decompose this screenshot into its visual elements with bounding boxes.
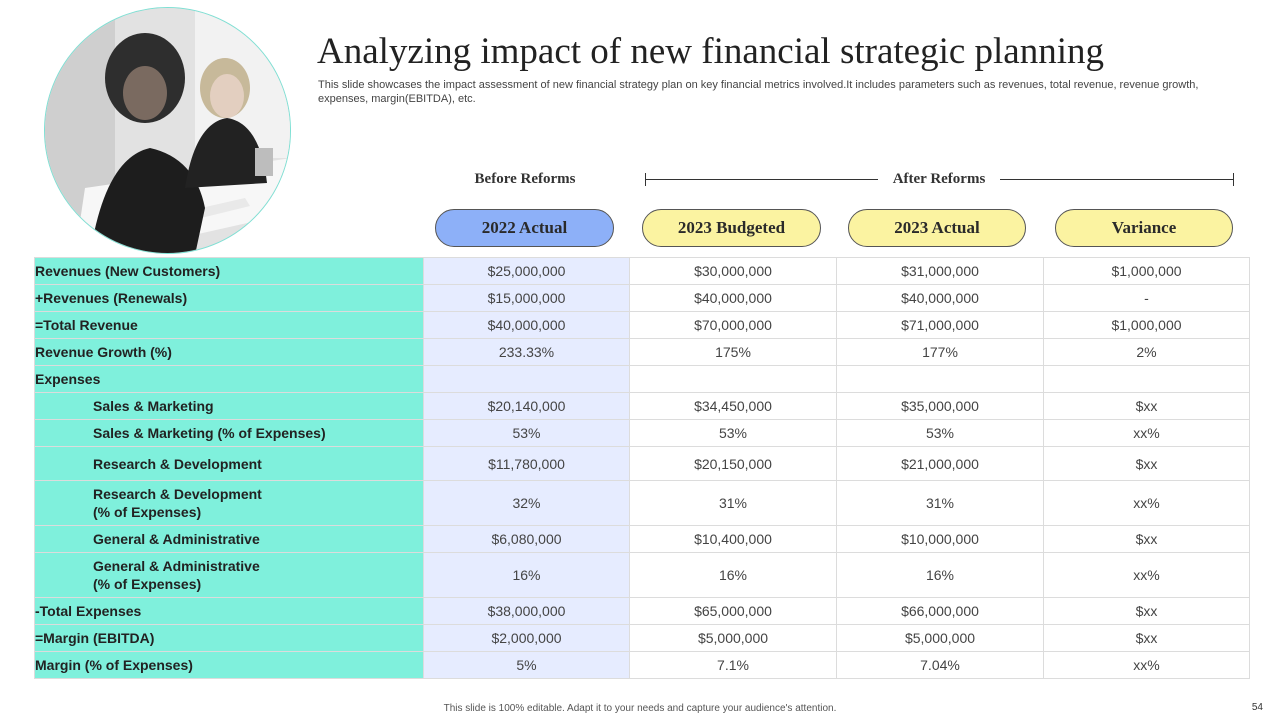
cell-2023-budgeted: $70,000,000 (629, 311, 837, 339)
row-label: =Total Revenue (34, 311, 424, 339)
cell-2023-budgeted: $30,000,000 (629, 257, 837, 285)
cell-variance: $xx (1043, 446, 1250, 481)
table-row: =Total Revenue $40,000,000 $70,000,000 $… (34, 311, 1250, 339)
cell-variance: $xx (1043, 525, 1250, 553)
cell-2022-actual: 32% (423, 480, 630, 526)
cell-2022-actual: $11,780,000 (423, 446, 630, 481)
table-row: Revenues (New Customers) $25,000,000 $30… (34, 257, 1250, 285)
table-row: Sales & Marketing (% of Expenses) 53% 53… (34, 419, 1250, 447)
cell-2022-actual: $25,000,000 (423, 257, 630, 285)
cell-variance: $1,000,000 (1043, 257, 1250, 285)
cell-variance: xx% (1043, 480, 1250, 526)
table-row: +Revenues (Renewals) $15,000,000 $40,000… (34, 284, 1250, 312)
row-label: +Revenues (Renewals) (34, 284, 424, 312)
cell-2023-budgeted: 175% (629, 338, 837, 366)
row-label: General & Administrative (% of Expenses) (34, 552, 424, 598)
row-label: Margin (% of Expenses) (34, 651, 424, 679)
cell-2023-budgeted: 7.1% (629, 651, 837, 679)
table-row: Research & Development (% of Expenses) 3… (34, 480, 1250, 526)
page-subtitle: This slide showcases the impact assessme… (318, 79, 1199, 105)
column-header-2023-actual: 2023 Actual (848, 209, 1026, 247)
cell-2022-actual (423, 365, 630, 393)
column-header-2022-actual: 2022 Actual (435, 209, 614, 247)
cell-2022-actual: $40,000,000 (423, 311, 630, 339)
cell-2023-budgeted: $20,150,000 (629, 446, 837, 481)
cell-2023-actual: 53% (836, 419, 1044, 447)
cell-2023-budgeted: 31% (629, 480, 837, 526)
cell-2023-actual (836, 365, 1044, 393)
cell-variance (1043, 365, 1250, 393)
cell-variance: $xx (1043, 597, 1250, 625)
cell-2023-budgeted: $34,450,000 (629, 392, 837, 420)
cell-2022-actual: 5% (423, 651, 630, 679)
cell-2023-actual: 7.04% (836, 651, 1044, 679)
cell-2022-actual: $6,080,000 (423, 525, 630, 553)
cell-variance: - (1043, 284, 1250, 312)
cell-variance: xx% (1043, 552, 1250, 598)
cell-variance: xx% (1043, 651, 1250, 679)
cell-2022-actual: $38,000,000 (423, 597, 630, 625)
financial-metrics-table: Revenues (New Customers) $25,000,000 $30… (34, 257, 1250, 679)
row-label: Revenue Growth (%) (34, 338, 424, 366)
after-reforms-bracket-left (645, 173, 646, 186)
cell-variance: 2% (1043, 338, 1250, 366)
cell-2023-budgeted: 53% (629, 419, 837, 447)
cell-2023-actual: 16% (836, 552, 1044, 598)
row-label: -Total Expenses (34, 597, 424, 625)
row-label: Revenues (New Customers) (34, 257, 424, 285)
row-label: Sales & Marketing (34, 392, 424, 420)
cell-2023-actual: $10,000,000 (836, 525, 1044, 553)
cell-2023-budgeted: $5,000,000 (629, 624, 837, 652)
row-label: =Margin (EBITDA) (34, 624, 424, 652)
table-row: -Total Expenses $38,000,000 $65,000,000 … (34, 597, 1250, 625)
cell-2023-budgeted: 16% (629, 552, 837, 598)
cell-variance: $xx (1043, 392, 1250, 420)
page-number: 54 (1251, 702, 1263, 713)
row-label: General & Administrative (34, 525, 424, 553)
cell-variance: $xx (1043, 624, 1250, 652)
column-header-variance: Variance (1055, 209, 1233, 247)
cell-2023-budgeted: $65,000,000 (629, 597, 837, 625)
meeting-photo-illustration (45, 8, 290, 253)
after-reforms-label: After Reforms (878, 171, 1000, 188)
footer-note: This slide is 100% editable. Adapt it to… (443, 703, 837, 714)
row-label: Expenses (34, 365, 424, 393)
cell-2023-actual: $5,000,000 (836, 624, 1044, 652)
cell-2022-actual: 53% (423, 419, 630, 447)
cell-variance: xx% (1043, 419, 1250, 447)
row-label: Research & Development (34, 446, 424, 481)
cell-2023-actual: $21,000,000 (836, 446, 1044, 481)
table-row: Margin (% of Expenses) 5% 7.1% 7.04% xx% (34, 651, 1250, 679)
table-row: General & Administrative $6,080,000 $10,… (34, 525, 1250, 553)
cell-2022-actual: 233.33% (423, 338, 630, 366)
after-reforms-bracket-right (1233, 173, 1234, 186)
cell-2023-budgeted (629, 365, 837, 393)
cell-2023-actual: 177% (836, 338, 1044, 366)
cell-2023-actual: $40,000,000 (836, 284, 1044, 312)
column-header-2023-budgeted: 2023 Budgeted (642, 209, 821, 247)
cell-variance: $1,000,000 (1043, 311, 1250, 339)
table-row: Research & Development $11,780,000 $20,1… (34, 446, 1250, 481)
cell-2023-actual: $66,000,000 (836, 597, 1044, 625)
cell-2022-actual: $15,000,000 (423, 284, 630, 312)
cell-2023-budgeted: $10,400,000 (629, 525, 837, 553)
cell-2022-actual: $20,140,000 (423, 392, 630, 420)
table-row: Sales & Marketing $20,140,000 $34,450,00… (34, 392, 1250, 420)
cell-2023-budgeted: $40,000,000 (629, 284, 837, 312)
row-label: Sales & Marketing (% of Expenses) (34, 419, 424, 447)
table-row: General & Administrative (% of Expenses)… (34, 552, 1250, 598)
meeting-photo (44, 7, 291, 254)
table-row: Revenue Growth (%) 233.33% 175% 177% 2% (34, 338, 1250, 366)
cell-2022-actual: $2,000,000 (423, 624, 630, 652)
row-label: Research & Development (% of Expenses) (34, 480, 424, 526)
before-reforms-label: Before Reforms (452, 171, 598, 188)
cell-2023-actual: $31,000,000 (836, 257, 1044, 285)
cell-2022-actual: 16% (423, 552, 630, 598)
cell-2023-actual: $71,000,000 (836, 311, 1044, 339)
cell-2023-actual: $35,000,000 (836, 392, 1044, 420)
table-row: Expenses (34, 365, 1250, 393)
cell-2023-actual: 31% (836, 480, 1044, 526)
page-title: Analyzing impact of new financial strate… (317, 31, 1105, 72)
table-row: =Margin (EBITDA) $2,000,000 $5,000,000 $… (34, 624, 1250, 652)
